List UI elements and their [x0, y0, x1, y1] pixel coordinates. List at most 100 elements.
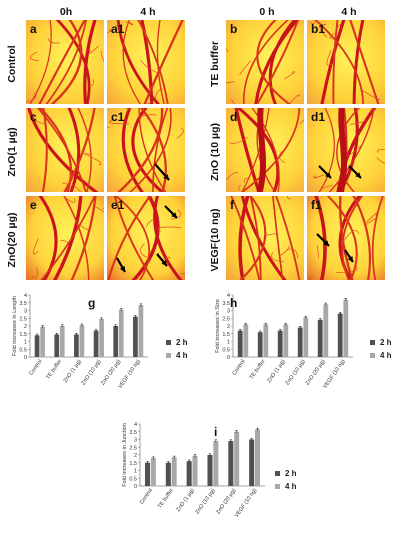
y-tick-label: 3: [227, 309, 230, 315]
x-tick-label: Control: [28, 359, 43, 377]
photo-panel-f1: f1: [307, 196, 385, 280]
x-tick-label: TE buffer: [45, 359, 63, 381]
chart-panel-letter: i: [214, 425, 217, 439]
legend-label: 2 h: [285, 469, 297, 478]
panel-letter-e: e: [30, 198, 37, 212]
black-arrow-icon: [344, 249, 354, 263]
y-axis-label: Fold increases in Length: [12, 296, 18, 356]
y-tick-label: 3.5: [129, 430, 137, 436]
col-header-right-4h: 4 h: [341, 6, 357, 18]
legend-swatch: [370, 353, 375, 358]
bar-4h: [59, 326, 65, 357]
y-tick-label: 0.5: [19, 347, 27, 353]
row-label-control: Control: [6, 45, 18, 83]
photo-panel-c: c: [26, 108, 104, 192]
chart-panel-letter: h: [230, 296, 237, 310]
panel-letter-c1: c1: [111, 110, 125, 124]
photo-panel-e: e: [26, 196, 104, 280]
y-tick-label: 2: [227, 324, 230, 330]
x-tick-label: ZnO (10 µg): [285, 359, 307, 387]
legend-swatch: [370, 340, 375, 345]
photo-panel-a: a: [26, 20, 104, 104]
black-arrow-icon: [156, 253, 168, 267]
chart-panel-letter: g: [88, 296, 95, 310]
x-tick-label: VEGF (10 ng): [322, 359, 346, 390]
legend-label: 4 h: [380, 351, 392, 360]
legend-label: 4 h: [176, 351, 188, 360]
col-header-right-0h: 0 h: [259, 6, 275, 18]
photo-panel-a1: a1: [107, 20, 185, 104]
photo-panel-d: d: [226, 108, 304, 192]
bar-2h: [133, 316, 138, 357]
bar-2h: [165, 462, 171, 486]
y-tick-label: 0: [134, 484, 137, 490]
bar-2h: [207, 455, 213, 486]
bar-4h: [263, 324, 269, 357]
panel-letter-e1: e1: [111, 198, 125, 212]
panel-letter-f1: f1: [311, 198, 322, 212]
bar-2h: [337, 313, 343, 357]
bar-2h: [144, 462, 151, 486]
bar-2h: [74, 334, 79, 357]
bar-2h: [93, 330, 99, 357]
legend-label: 2 h: [380, 338, 392, 347]
y-tick-label: 3: [24, 309, 27, 315]
col-header-left-4h: 4 h: [140, 6, 156, 18]
x-tick-label: Control: [232, 359, 247, 377]
bar-2h: [186, 461, 192, 486]
legend-label: 2 h: [176, 338, 188, 347]
row-label-vegf: VEGF(10 ng): [209, 208, 221, 272]
bar-4h: [138, 305, 144, 357]
bar-2h: [257, 332, 263, 357]
y-tick-label: 0: [24, 355, 27, 361]
photo-panel-e1: e1: [107, 196, 185, 280]
y-tick-label: 1.5: [19, 332, 27, 338]
panel-letter-d1: d1: [311, 110, 326, 124]
bar-4h: [243, 324, 249, 357]
panel-letter-f: f: [230, 198, 234, 212]
photo-panel-c1: c1: [107, 108, 185, 192]
bar-4h: [283, 324, 289, 357]
y-tick-label: 4: [24, 293, 27, 299]
x-tick-label: VEGF (10 ng): [234, 488, 258, 519]
y-axis-label: Fold increases in Junction: [122, 423, 128, 487]
row-label-zno-1: ZnO(1 µg): [6, 127, 18, 177]
x-tick-label: TE buffer: [249, 359, 267, 381]
y-tick-label: 1: [227, 340, 230, 346]
y-tick-label: 0.5: [222, 347, 230, 353]
x-tick-label: ZnO (20 µg): [100, 359, 122, 387]
y-tick-label: 3: [134, 438, 137, 444]
y-tick-label: 3.5: [222, 301, 230, 307]
black-arrow-icon: [116, 257, 126, 273]
y-tick-label: 1.5: [129, 461, 137, 467]
panel-letter-b: b: [230, 22, 238, 36]
bar-4h: [118, 309, 124, 357]
legend-swatch: [275, 471, 280, 476]
black-arrow-icon: [348, 165, 362, 179]
bar-4h: [192, 455, 198, 486]
x-tick-label: ZnO (1 µg): [63, 359, 83, 384]
bar-2h: [228, 441, 234, 486]
x-tick-label: ZnO (10 µg): [80, 359, 102, 387]
x-tick-label: ZnO (20 µg): [215, 488, 237, 516]
legend-swatch: [166, 353, 171, 358]
y-tick-label: 2.5: [19, 316, 27, 322]
panel-letter-b1: b1: [311, 22, 326, 36]
panel-letter-a: a: [30, 22, 37, 36]
bar-2h: [249, 439, 255, 486]
bar-4h: [40, 326, 45, 357]
bar-4h: [303, 317, 309, 357]
black-arrow-icon: [318, 165, 332, 179]
y-tick-label: 1: [24, 340, 27, 346]
col-header-left-0h: 0h: [59, 6, 73, 18]
y-tick-label: 4: [227, 293, 230, 299]
chart-g-length: 0 0.5 1 1.5 2 2.5 3 3.5 4 Fold increases in Lengt…: [0, 285, 200, 415]
x-tick-label: TE buffer: [157, 488, 175, 510]
black-arrow-icon: [164, 205, 178, 219]
photo-panel-f: f: [226, 196, 304, 280]
legend-swatch: [275, 484, 280, 489]
photo-panel-d1: d1: [307, 108, 385, 192]
bar-2h: [317, 319, 323, 357]
row-label-zno-10: ZnO (10 µg): [209, 123, 221, 181]
bar-4h: [234, 431, 240, 486]
